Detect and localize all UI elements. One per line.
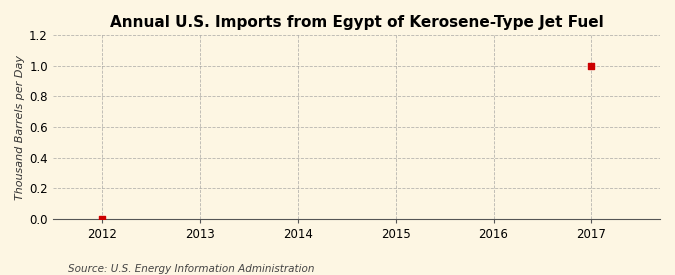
Text: Source: U.S. Energy Information Administration: Source: U.S. Energy Information Administ… [68,264,314,274]
Point [586,64,597,68]
Point [97,216,107,221]
Title: Annual U.S. Imports from Egypt of Kerosene-Type Jet Fuel: Annual U.S. Imports from Egypt of Kerose… [109,15,603,30]
Y-axis label: Thousand Barrels per Day: Thousand Barrels per Day [15,54,25,200]
